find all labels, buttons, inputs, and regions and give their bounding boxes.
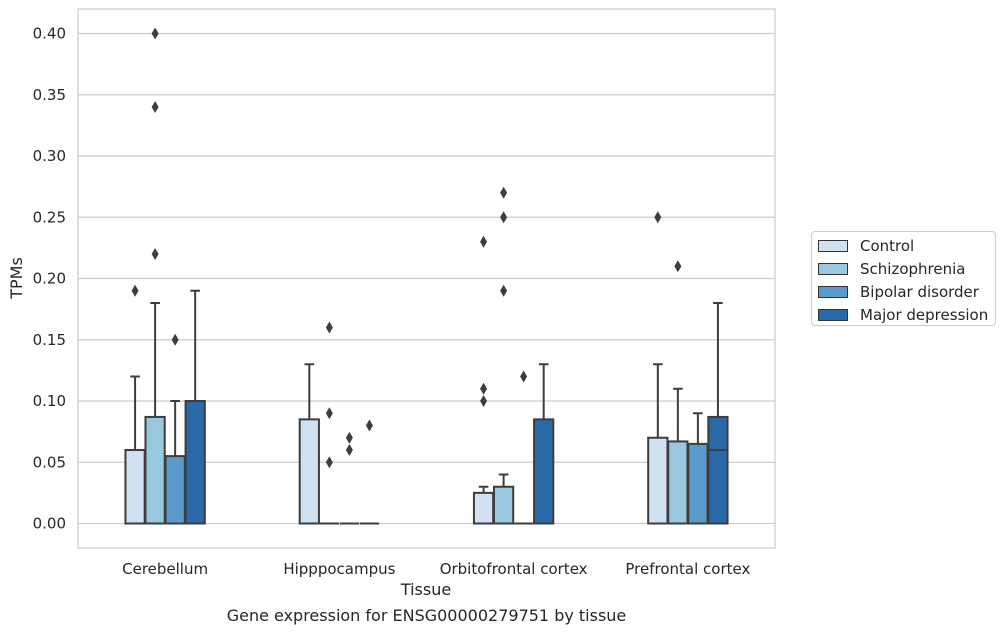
box-control xyxy=(472,235,495,525)
x-axis-title: Tissue xyxy=(400,580,451,599)
legend-swatch xyxy=(818,286,848,298)
box-body xyxy=(707,415,729,525)
y-tick-label: 0.40 xyxy=(33,25,66,43)
box-bipolar-disorder xyxy=(514,370,534,525)
legend-label: Schizophrenia xyxy=(860,260,966,278)
box-schizophrenia xyxy=(492,186,515,525)
x-tick-label: Hipppocampus xyxy=(283,560,395,578)
y-tick-label: 0.25 xyxy=(33,208,66,226)
outlier-point xyxy=(365,419,373,432)
box-body xyxy=(184,400,206,525)
outlier-point xyxy=(151,101,159,113)
y-tick-label: 0.35 xyxy=(33,86,66,104)
box-body xyxy=(533,418,555,525)
box-schizophrenia xyxy=(144,27,166,525)
box-control xyxy=(298,363,320,525)
outlier-point xyxy=(171,333,179,346)
box-major-depression xyxy=(533,363,555,525)
legend-item: Control xyxy=(818,236,914,256)
y-tick-label: 0.15 xyxy=(33,331,66,349)
outlier-point xyxy=(325,456,333,469)
y-tick-labels: 0.00 0.05 0.10 0.15 0.20 0.25 0.30 0.35 0.40 xyxy=(33,25,66,533)
x-tick-labels: Cerebellum Hipppocampus Orbitofrontal cort… xyxy=(122,560,750,578)
box-schizophrenia xyxy=(319,321,339,525)
legend-label: Major depression xyxy=(860,306,989,324)
outlier-point xyxy=(480,235,488,248)
outlier-point xyxy=(325,407,333,420)
legend-item: Bipolar disorder xyxy=(818,282,979,302)
outlier-point xyxy=(151,27,159,40)
legend-item: Major depression xyxy=(818,305,988,325)
box-control xyxy=(124,284,146,525)
legend-swatch xyxy=(818,240,848,252)
box-body xyxy=(298,418,320,525)
y-tick-label: 0.00 xyxy=(33,515,66,533)
outlier-point xyxy=(131,284,139,297)
legend-swatch xyxy=(818,263,848,275)
x-tick-label: Orbitofrontal cortex xyxy=(440,560,588,578)
outlier-point xyxy=(345,431,353,444)
outlier-point xyxy=(325,321,333,334)
outlier-point xyxy=(520,370,528,383)
y-tick-label: 0.05 xyxy=(33,453,66,471)
outlier-point xyxy=(151,248,159,260)
box-bipolar-disorder xyxy=(339,431,360,525)
outlier-point xyxy=(500,211,508,224)
box-body xyxy=(472,491,495,525)
box-bipolar-disorder xyxy=(164,333,186,525)
outlier-point xyxy=(674,260,682,273)
box-bipolar-disorder xyxy=(687,412,709,525)
x-tick-label: Cerebellum xyxy=(122,560,208,578)
box-control xyxy=(647,211,669,525)
outlier-point xyxy=(345,444,353,456)
box-major-depression xyxy=(359,419,380,525)
plot-area-frame xyxy=(77,8,776,549)
box-major-depression xyxy=(707,302,729,525)
legend: Control Schizophrenia Bipolar disorder Majo… xyxy=(811,231,996,326)
outlier-point xyxy=(480,382,488,395)
box-body xyxy=(144,415,166,525)
box-body xyxy=(667,440,689,525)
outlier-point xyxy=(654,211,662,224)
box-body xyxy=(647,436,669,525)
y-tick-label: 0.30 xyxy=(33,147,66,165)
boxes xyxy=(124,27,729,525)
outlier-point xyxy=(500,186,508,199)
chart-caption: Gene expression for ENSG00000279751 by t… xyxy=(226,606,627,625)
box-schizophrenia xyxy=(667,260,689,525)
legend-label: Bipolar disorder xyxy=(860,283,979,301)
y-axis-title: TPMs xyxy=(7,257,26,300)
y-tick-label: 0.20 xyxy=(33,270,66,288)
outlier-point xyxy=(480,395,488,407)
legend-swatch xyxy=(818,309,848,321)
box-major-depression xyxy=(184,289,206,525)
legend-label: Control xyxy=(860,237,915,255)
box-body xyxy=(124,449,146,525)
x-tick-label: Prefrontal cortex xyxy=(625,560,750,578)
box-body xyxy=(492,485,515,525)
outlier-point xyxy=(500,284,508,297)
box-body xyxy=(687,442,709,525)
box-body xyxy=(164,455,186,525)
y-tick-label: 0.10 xyxy=(33,392,66,410)
legend-item: Schizophrenia xyxy=(818,259,965,279)
